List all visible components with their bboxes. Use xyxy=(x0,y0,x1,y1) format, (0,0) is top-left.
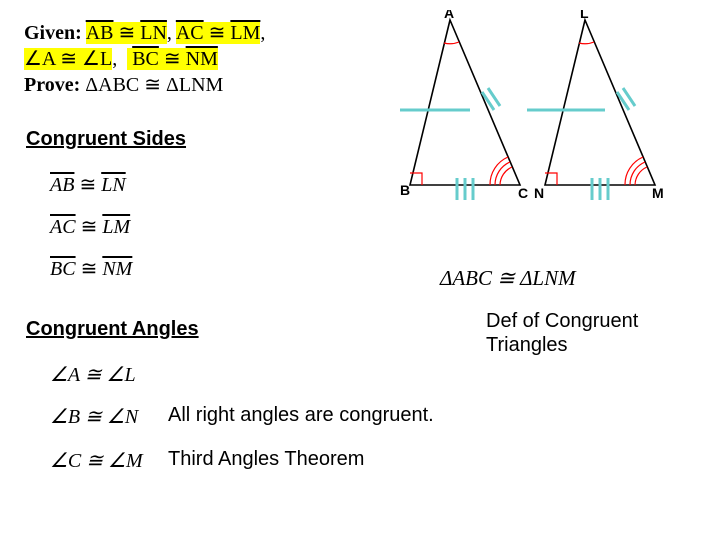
prove-line: Prove: ΔABC ≅ ΔLNM xyxy=(24,72,265,98)
header-angles: Congruent Angles xyxy=(26,318,199,341)
congruence-angle-3: ∠C ≅ ∠M xyxy=(50,448,143,473)
note-third-angles: Third Angles Theorem xyxy=(168,448,364,471)
given-line-2: ∠A ≅ ∠L, BC ≅ NM xyxy=(24,46,265,72)
arc-l xyxy=(579,42,594,44)
conclusion-reason-1: Def of Congruent xyxy=(486,310,638,333)
header-sides: Congruent Sides xyxy=(26,128,186,151)
vertex-n: N xyxy=(534,185,544,201)
conclusion-reason-2: Triangles xyxy=(486,334,568,357)
triangle-abc xyxy=(410,20,520,185)
arc-c1 xyxy=(500,167,512,185)
arc-m1 xyxy=(635,167,647,185)
conclusion-text: ΔABC ≅ ΔLNM xyxy=(440,266,576,291)
vertex-a: A xyxy=(444,10,454,21)
triangle-lnm xyxy=(545,20,655,185)
given-line-1: Given: AB ≅ LN, AC ≅ LM, xyxy=(24,20,265,46)
note-right-angles: All right angles are congruent. xyxy=(168,404,434,427)
congruence-angle-2: ∠B ≅ ∠N xyxy=(50,404,138,429)
given-prove-block: Given: AB ≅ LN, AC ≅ LM, ∠A ≅ ∠L, BC ≅ N… xyxy=(24,20,265,98)
congruence-side-1: AB ≅ LN xyxy=(50,172,126,197)
vertex-m: M xyxy=(652,185,664,201)
given-label: Given: xyxy=(24,22,82,44)
triangle-diagram: A B C L N M xyxy=(400,10,700,220)
vertex-b: B xyxy=(400,182,410,198)
vertex-l: L xyxy=(580,10,589,21)
prove-label: Prove: xyxy=(24,74,80,96)
congruence-side-2: AC ≅ LM xyxy=(50,214,130,239)
vertex-c: C xyxy=(518,185,528,201)
arc-a xyxy=(444,42,459,44)
congruence-side-3: BC ≅ NM xyxy=(50,256,132,281)
congruence-angle-1: ∠A ≅ ∠L xyxy=(50,362,136,387)
